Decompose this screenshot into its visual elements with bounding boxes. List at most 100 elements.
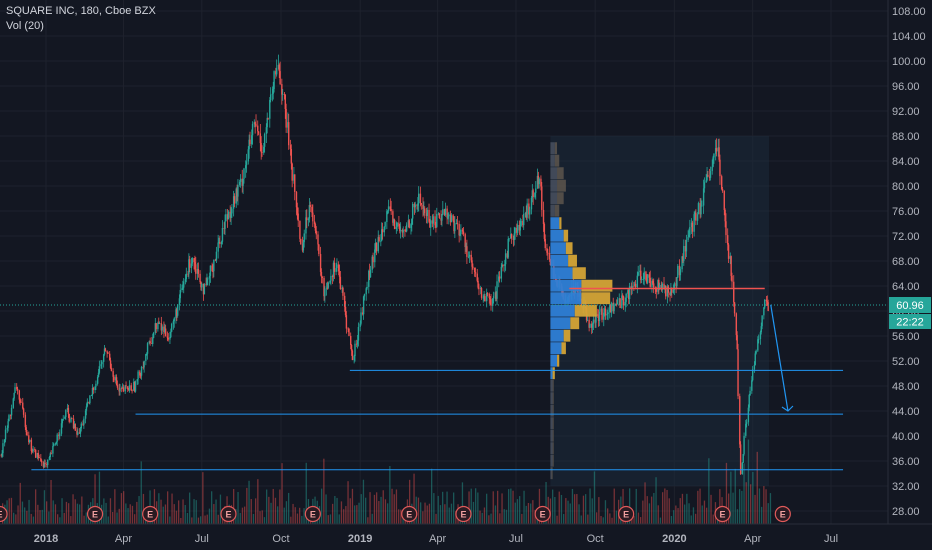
earnings-marker[interactable]: E xyxy=(304,505,321,523)
candle-body xyxy=(271,93,274,95)
volume-bar xyxy=(732,492,734,524)
volume-bar xyxy=(345,506,347,524)
volume-bar xyxy=(545,481,547,524)
candle-body xyxy=(197,268,200,274)
candle-body xyxy=(236,188,238,197)
volume-profile-up xyxy=(550,142,555,155)
earnings-marker[interactable]: E xyxy=(774,505,791,523)
candle-body xyxy=(453,220,455,232)
volume-bar xyxy=(347,481,349,524)
candle-body xyxy=(745,422,748,424)
volume-indicator-label[interactable]: Vol (20) xyxy=(6,20,44,32)
earnings-marker[interactable]: E xyxy=(534,505,551,523)
candle xyxy=(110,363,113,372)
candle-body xyxy=(739,396,741,445)
candle xyxy=(447,212,449,220)
candle xyxy=(488,292,490,304)
earnings-marker-circle xyxy=(304,505,321,523)
candle xyxy=(380,222,383,242)
candle-body xyxy=(473,267,476,273)
volume-bar xyxy=(74,499,76,524)
candle xyxy=(309,201,311,213)
candle-body xyxy=(356,340,359,345)
volume-bar xyxy=(343,509,345,524)
volume-bar xyxy=(39,510,41,524)
candle xyxy=(531,184,534,203)
candle-body xyxy=(299,220,301,239)
candle-body xyxy=(689,226,691,235)
candle xyxy=(368,269,370,294)
candle xyxy=(708,168,711,181)
candle xyxy=(663,276,665,290)
volume-bar xyxy=(549,498,552,524)
candle-body xyxy=(399,226,401,232)
earnings-marker[interactable]: E xyxy=(86,505,104,523)
earnings-marker[interactable]: E xyxy=(142,505,159,523)
volume-bar xyxy=(662,492,664,524)
candle-body xyxy=(743,435,745,455)
candle-body xyxy=(170,331,172,338)
candle xyxy=(529,206,531,221)
volume-bar xyxy=(710,494,712,524)
candle-body xyxy=(630,286,633,289)
candle-body xyxy=(42,462,45,467)
earnings-marker-label: E xyxy=(406,510,412,520)
candle-body xyxy=(293,174,295,181)
candle-body xyxy=(107,352,109,354)
candle-body xyxy=(237,185,239,197)
earnings-marker[interactable]: E xyxy=(220,505,237,523)
candle-body xyxy=(488,293,490,298)
candle xyxy=(609,304,611,319)
candle xyxy=(247,146,249,165)
earnings-marker[interactable]: E xyxy=(455,505,472,523)
volume-bar xyxy=(193,499,195,524)
candle-body xyxy=(158,323,160,324)
candle-body xyxy=(71,418,73,420)
candle-body xyxy=(601,308,603,320)
candle-body xyxy=(450,215,453,223)
volume-bar xyxy=(329,514,332,524)
symbol-title[interactable]: SQUARE INC, 180, Cboe BZX xyxy=(6,5,156,17)
candle-body xyxy=(223,228,225,229)
candle xyxy=(190,257,193,274)
candle xyxy=(633,281,635,291)
earnings-marker[interactable]: E xyxy=(0,505,8,523)
candle xyxy=(261,145,263,157)
volume-bar xyxy=(217,514,219,524)
volume-bar xyxy=(268,496,270,524)
candle-body xyxy=(535,188,537,193)
candle xyxy=(100,360,102,369)
candle xyxy=(452,214,454,223)
candle xyxy=(759,330,762,345)
candle xyxy=(14,383,16,394)
earnings-marker[interactable]: E xyxy=(401,505,418,523)
candle xyxy=(383,226,385,237)
candle xyxy=(16,383,18,391)
candle-body xyxy=(312,212,314,222)
candle-body xyxy=(64,416,66,419)
candle-body xyxy=(598,311,601,322)
candle-body xyxy=(731,275,733,282)
candle-body xyxy=(98,366,101,373)
candle-body xyxy=(591,323,594,328)
candle-body xyxy=(251,124,254,136)
volume-profile-up xyxy=(550,417,553,430)
earnings-marker[interactable]: E xyxy=(618,505,635,523)
candle-body xyxy=(163,326,165,333)
candle-body xyxy=(261,152,263,153)
volume-bar xyxy=(576,494,578,524)
candle xyxy=(47,459,49,469)
candle-body xyxy=(115,377,117,381)
candle-body xyxy=(68,413,70,422)
volume-bar xyxy=(428,503,431,524)
candle-body xyxy=(55,441,58,444)
candle xyxy=(458,220,460,243)
candle-body xyxy=(2,443,4,454)
volume-profile-down xyxy=(552,429,554,442)
volume-bar xyxy=(648,503,651,524)
candle-body xyxy=(121,388,123,390)
candle-body xyxy=(176,304,179,316)
earnings-marker[interactable]: E xyxy=(714,505,731,523)
candle xyxy=(351,349,354,361)
